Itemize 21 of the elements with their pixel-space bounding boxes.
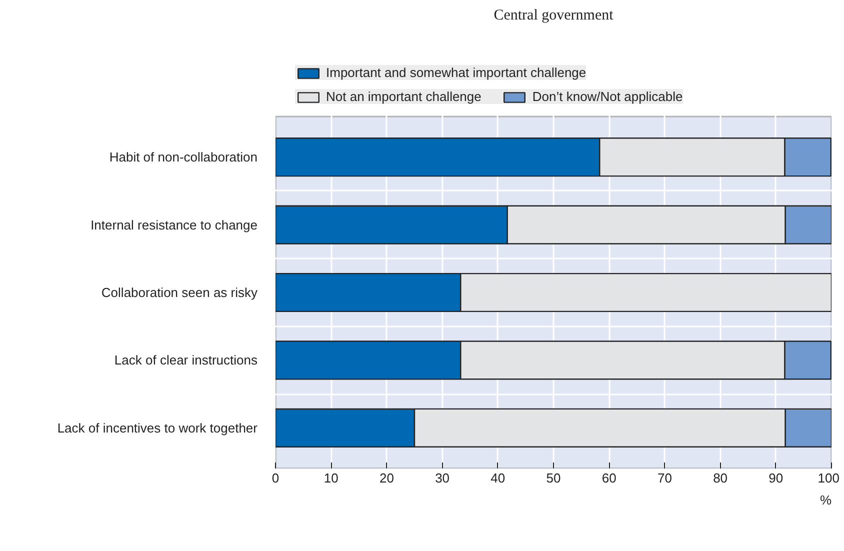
y-tick-label: Lack of incentives to work together — [57, 420, 258, 436]
y-tick-label: Habit of non-collaboration — [109, 150, 258, 165]
x-tick-label: 90 — [768, 470, 784, 486]
x-tick-label: 0 — [272, 470, 280, 486]
x-tick-label: 30 — [435, 470, 450, 486]
y-tick-label: Lack of clear instructions — [114, 352, 258, 368]
x-tick-label: 20 — [379, 470, 394, 486]
x-tick-label: 50 — [546, 470, 561, 486]
x-tick-label: 80 — [713, 470, 728, 486]
x-tick-label: 100 — [818, 470, 840, 486]
x-tick-label: 40 — [490, 470, 506, 486]
x-tick-label: 70 — [657, 470, 672, 486]
x-tick-label: 60 — [602, 470, 616, 486]
chart-title: Central government — [494, 8, 614, 24]
x-axis-title: % — [820, 492, 832, 508]
y-tick-label: Internal resistance to change — [90, 217, 258, 232]
x-tick-label: 10 — [324, 470, 338, 486]
legend-label: Don’t know/Not applicable — [532, 89, 683, 104]
y-tick-label: Collaboration seen as risky — [101, 285, 258, 300]
legend-label: Not an important challenge — [326, 89, 482, 104]
legend-label: Important and somewhat important challenge — [326, 65, 586, 80]
